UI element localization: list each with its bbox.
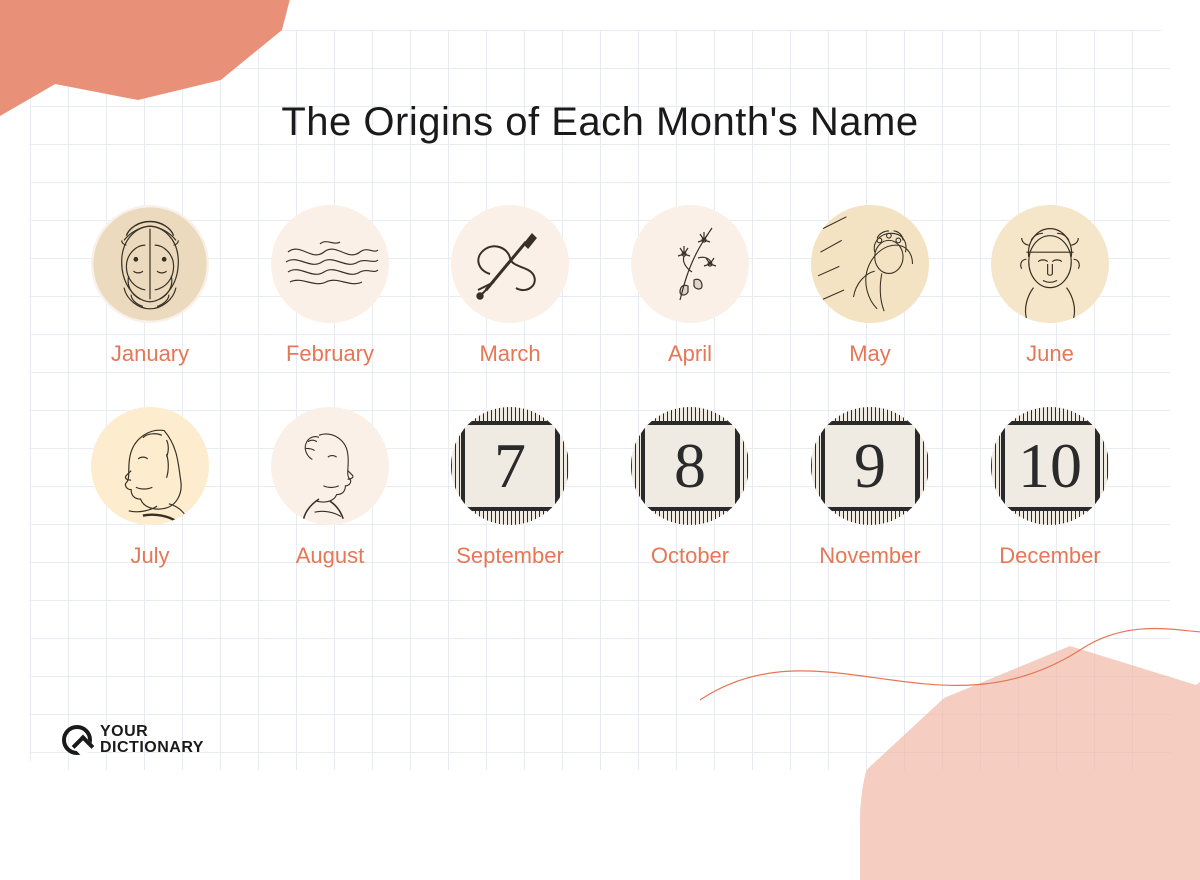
number-text: 9 bbox=[854, 429, 886, 503]
month-label: January bbox=[111, 341, 189, 367]
number-plate-icon: 8 bbox=[631, 407, 749, 525]
flowing-water-waves-icon bbox=[271, 205, 389, 323]
month-label: March bbox=[479, 341, 540, 367]
maia-with-garland-icon bbox=[811, 205, 929, 323]
infographic-content: The Origins of Each Month's Name bbox=[0, 0, 1200, 569]
month-april: April bbox=[610, 205, 770, 367]
number-text: 8 bbox=[674, 429, 706, 503]
month-february: February bbox=[250, 205, 410, 367]
month-august: August bbox=[250, 407, 410, 569]
month-label: February bbox=[286, 341, 374, 367]
month-october: 8 October bbox=[610, 407, 770, 569]
yourdictionary-logo: YOUR DICTIONARY bbox=[62, 724, 204, 756]
number-plate-icon: 7 bbox=[451, 407, 569, 525]
month-label: April bbox=[668, 341, 712, 367]
month-label: May bbox=[849, 341, 891, 367]
month-label: December bbox=[999, 543, 1100, 569]
month-december: 10 December bbox=[970, 407, 1130, 569]
logo-text: YOUR DICTIONARY bbox=[100, 724, 204, 756]
month-label: July bbox=[130, 543, 169, 569]
janus-two-faced-head-icon bbox=[91, 205, 209, 323]
month-march: March bbox=[430, 205, 590, 367]
month-june: June bbox=[970, 205, 1130, 367]
month-september: 7 September bbox=[430, 407, 590, 569]
juno-bust-icon bbox=[991, 205, 1109, 323]
augustus-profile-icon bbox=[271, 407, 389, 525]
flowering-branch-icon bbox=[631, 205, 749, 323]
sword-with-strap-icon bbox=[451, 205, 569, 323]
number-plate-icon: 10 bbox=[991, 407, 1109, 525]
month-november: 9 November bbox=[790, 407, 950, 569]
logo-line1: YOUR bbox=[100, 724, 204, 740]
julius-caesar-profile-icon bbox=[91, 407, 209, 525]
number-text: 10 bbox=[1018, 429, 1082, 503]
number-plate-icon: 9 bbox=[811, 407, 929, 525]
month-may: May bbox=[790, 205, 950, 367]
month-july: July bbox=[70, 407, 230, 569]
number-text: 7 bbox=[494, 429, 526, 503]
magnifier-icon bbox=[62, 725, 92, 755]
month-january: January bbox=[70, 205, 230, 367]
page-title: The Origins of Each Month's Name bbox=[0, 100, 1200, 145]
month-label: November bbox=[819, 543, 920, 569]
month-label: September bbox=[456, 543, 564, 569]
logo-line2: DICTIONARY bbox=[100, 740, 204, 756]
month-label: August bbox=[296, 543, 365, 569]
month-label: October bbox=[651, 543, 729, 569]
months-grid: January February bbox=[0, 205, 1200, 569]
month-label: June bbox=[1026, 341, 1074, 367]
